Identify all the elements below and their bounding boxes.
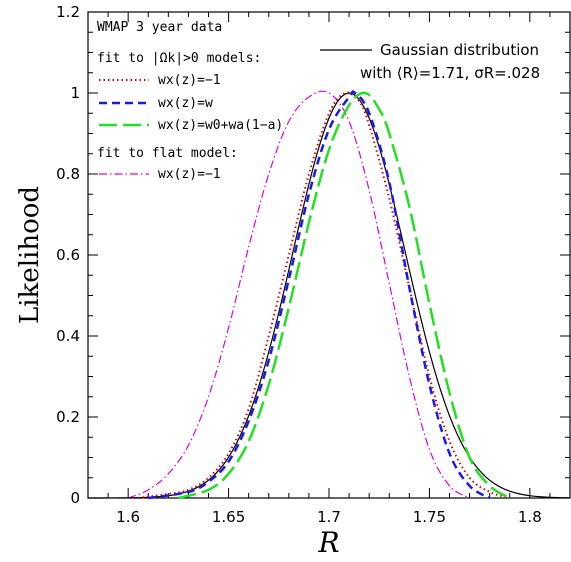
legend-label-blue-dashed: wx(z)=w [158,96,213,111]
legend-label-red-dotted: wx(z)=−1 [158,73,221,88]
series-line-short-dash [148,90,491,500]
x-tick-label: 1.65 [212,508,245,526]
x-tick-label: 1.7 [317,508,341,526]
series-curves [88,90,571,500]
x-tick-label: 1.8 [518,508,542,526]
x-tick-label: 1.75 [413,508,446,526]
legend-label-magenta-dashdot: wx(z)=−1 [158,167,221,182]
y-tick-label: 0.8 [56,165,80,183]
legend-left: WMAP 3 year data fit to |Ωk|>0 models: w… [97,20,283,182]
y-tick-label: 0.4 [56,327,80,345]
x-axis-title: R [317,526,339,559]
series-line-dash-dot [127,90,470,499]
legend-label-green-longdash: wx(z)=w0+wa(1−a) [158,118,283,133]
legend-right: Gaussian distribution with ⟨R⟩=1.71, σR=… [320,41,540,82]
legend-label-gaussian: Gaussian distribution [380,41,539,59]
y-tick-label: 0.2 [56,408,80,426]
group1-label: fit to |Ωk|>0 models: [97,51,261,66]
y-tick-label: 1 [70,84,80,102]
y-tick-label: 0.6 [56,246,80,264]
legend-label-gaussian-params: with ⟨R⟩=1.71, σR=.028 [360,64,540,82]
y-axis-title: Likelihood [15,186,45,324]
y-tick-label: 0 [70,489,80,507]
x-tick-label: 1.6 [116,508,140,526]
group2-label: fit to flat model: [97,146,238,161]
dataset-annotation: WMAP 3 year data [97,20,222,35]
axis-ticks: 1.6 1.65 1.7 1.75 1.8 0 0.2 0.4 0.6 0.8 1 1.2 [56,3,570,526]
series-line-dotted [138,91,511,499]
series-line-long-dash [178,91,511,500]
y-tick-label: 1.2 [56,3,80,21]
